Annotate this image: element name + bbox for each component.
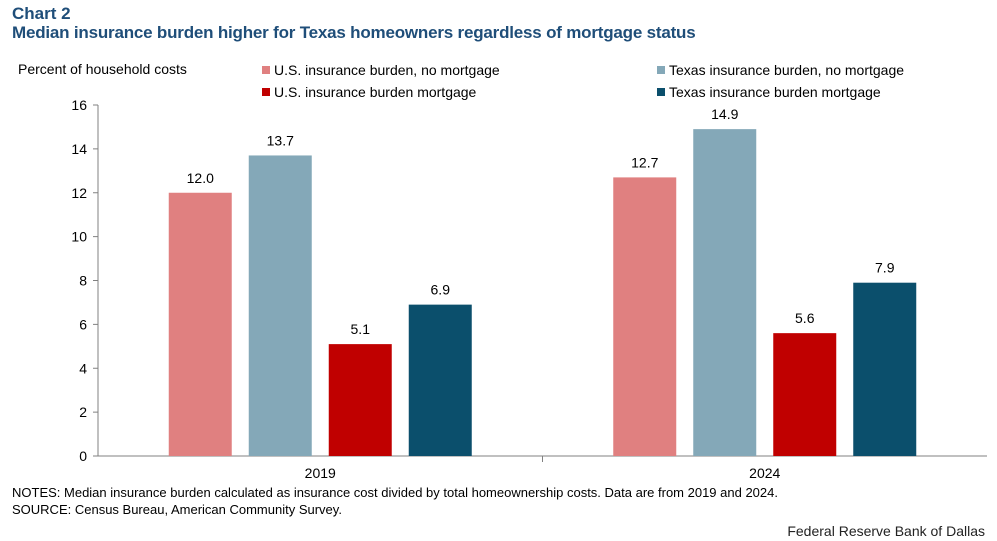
bar — [853, 282, 917, 456]
legend-swatch — [262, 66, 270, 74]
data-label: 14.9 — [711, 106, 738, 122]
legend-label: U.S. insurance burden mortgage — [274, 84, 477, 100]
legend-swatch — [657, 88, 665, 96]
chart-title: Median insurance burden higher for Texas… — [12, 23, 696, 42]
legend-label: Texas insurance burden mortgage — [669, 84, 881, 100]
chart-label: Chart 2 — [12, 4, 71, 23]
legend-item-tx-mortgage: Texas insurance burden mortgage — [657, 83, 881, 101]
credit-text: Federal Reserve Bank of Dallas — [787, 523, 985, 539]
bar — [168, 192, 232, 456]
data-label: 7.9 — [875, 260, 895, 276]
notes-text: NOTES: Median insurance burden calculate… — [12, 485, 778, 500]
bar — [613, 177, 677, 457]
y-tick-label: 16 — [71, 97, 87, 113]
source-text: SOURCE: Census Bureau, American Communit… — [12, 502, 342, 517]
legend-item-us-mortgage: U.S. insurance burden mortgage — [262, 83, 476, 101]
y-tick-label: 4 — [79, 360, 87, 376]
bar — [773, 333, 837, 456]
bar — [408, 304, 472, 456]
x-tick-label: 2024 — [749, 465, 780, 481]
legend-label: U.S. insurance burden, no mortgage — [274, 62, 500, 78]
data-label: 5.1 — [351, 321, 371, 337]
y-tick-label: 10 — [71, 229, 87, 245]
data-label: 12.0 — [187, 170, 214, 186]
bar — [328, 344, 392, 456]
y-tick-label: 12 — [71, 185, 87, 201]
legend-label: Texas insurance burden, no mortgage — [669, 62, 905, 78]
data-label: 12.7 — [631, 154, 658, 170]
x-tick-label: 2019 — [305, 465, 336, 481]
y-axis-label: Percent of household costs — [18, 61, 187, 77]
data-label: 6.9 — [431, 282, 451, 298]
bar — [693, 129, 757, 456]
y-tick-label: 8 — [79, 273, 87, 289]
y-tick-label: 6 — [79, 316, 87, 332]
y-tick-label: 2 — [79, 404, 87, 420]
data-label: 13.7 — [267, 132, 294, 148]
data-label: 5.6 — [795, 310, 815, 326]
legend-swatch — [262, 88, 270, 96]
legend-item-tx-no-mortgage: Texas insurance burden, no mortgage — [657, 61, 904, 79]
legend-item-us-no-mortgage: U.S. insurance burden, no mortgage — [262, 61, 500, 79]
y-tick-label: 0 — [79, 448, 87, 464]
legend-swatch — [657, 66, 665, 74]
bar — [248, 155, 312, 457]
y-tick-label: 14 — [71, 141, 87, 157]
